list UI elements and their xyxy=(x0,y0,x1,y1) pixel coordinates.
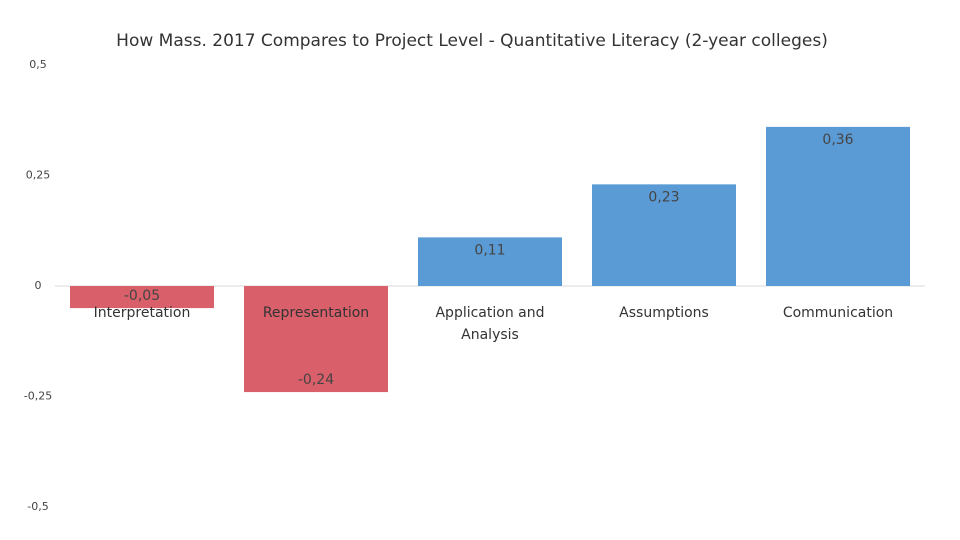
x-tick-label: Representation xyxy=(262,305,370,321)
bar xyxy=(592,184,736,286)
x-tick-label: Assumptions xyxy=(619,305,709,321)
bar xyxy=(244,286,388,393)
y-tick-label: 0 xyxy=(35,279,42,292)
bar xyxy=(70,286,214,309)
y-tick-label: -0,5 xyxy=(27,500,48,513)
data-label: 0,36 xyxy=(822,132,853,148)
data-label: 0,23 xyxy=(648,189,679,205)
y-tick-label: 0,5 xyxy=(29,58,47,71)
x-tick-label: Communication xyxy=(782,305,894,321)
x-tick-label: Interpretation xyxy=(93,305,191,321)
y-tick-label: -0,25 xyxy=(24,390,52,403)
bar xyxy=(766,126,910,286)
bar xyxy=(418,237,562,286)
chart-title: How Mass. 2017 Compares to Project Level… xyxy=(116,31,828,51)
y-tick-label: 0,25 xyxy=(26,169,51,182)
data-label: -0,24 xyxy=(298,372,334,388)
data-label: -0,05 xyxy=(124,288,160,304)
data-label: 0,11 xyxy=(474,242,505,258)
x-tick-label: Application and Analysis xyxy=(435,305,545,343)
